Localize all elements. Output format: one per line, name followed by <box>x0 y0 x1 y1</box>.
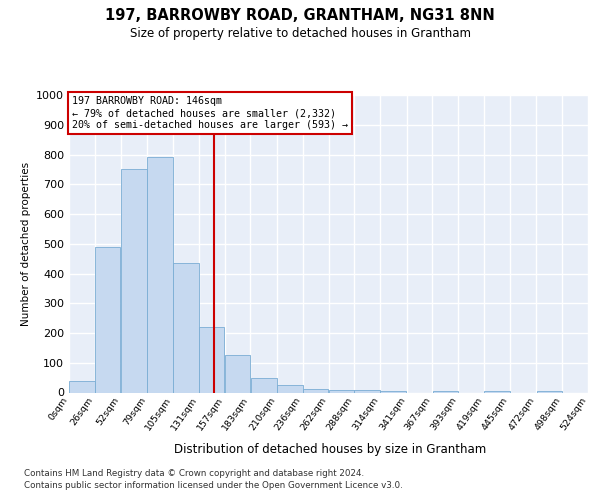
Bar <box>484 391 509 392</box>
Bar <box>95 246 120 392</box>
Bar <box>199 327 224 392</box>
Text: Distribution of detached houses by size in Grantham: Distribution of detached houses by size … <box>174 442 486 456</box>
Bar <box>303 388 328 392</box>
Bar <box>355 390 380 392</box>
Bar <box>329 390 354 392</box>
Bar <box>277 385 302 392</box>
Bar <box>380 391 406 392</box>
Text: 197, BARROWBY ROAD, GRANTHAM, NG31 8NN: 197, BARROWBY ROAD, GRANTHAM, NG31 8NN <box>105 8 495 22</box>
Bar <box>433 391 458 392</box>
Bar <box>173 263 199 392</box>
Bar <box>251 378 277 392</box>
Bar <box>537 391 562 392</box>
Bar <box>148 158 173 392</box>
Text: Contains HM Land Registry data © Crown copyright and database right 2024.: Contains HM Land Registry data © Crown c… <box>24 468 364 477</box>
Bar <box>121 170 147 392</box>
Bar <box>225 356 250 393</box>
Text: 197 BARROWBY ROAD: 146sqm
← 79% of detached houses are smaller (2,332)
20% of se: 197 BARROWBY ROAD: 146sqm ← 79% of detac… <box>71 96 347 130</box>
Text: Size of property relative to detached houses in Grantham: Size of property relative to detached ho… <box>130 28 470 40</box>
Text: Contains public sector information licensed under the Open Government Licence v3: Contains public sector information licen… <box>24 481 403 490</box>
Y-axis label: Number of detached properties: Number of detached properties <box>20 162 31 326</box>
Bar <box>69 380 95 392</box>
